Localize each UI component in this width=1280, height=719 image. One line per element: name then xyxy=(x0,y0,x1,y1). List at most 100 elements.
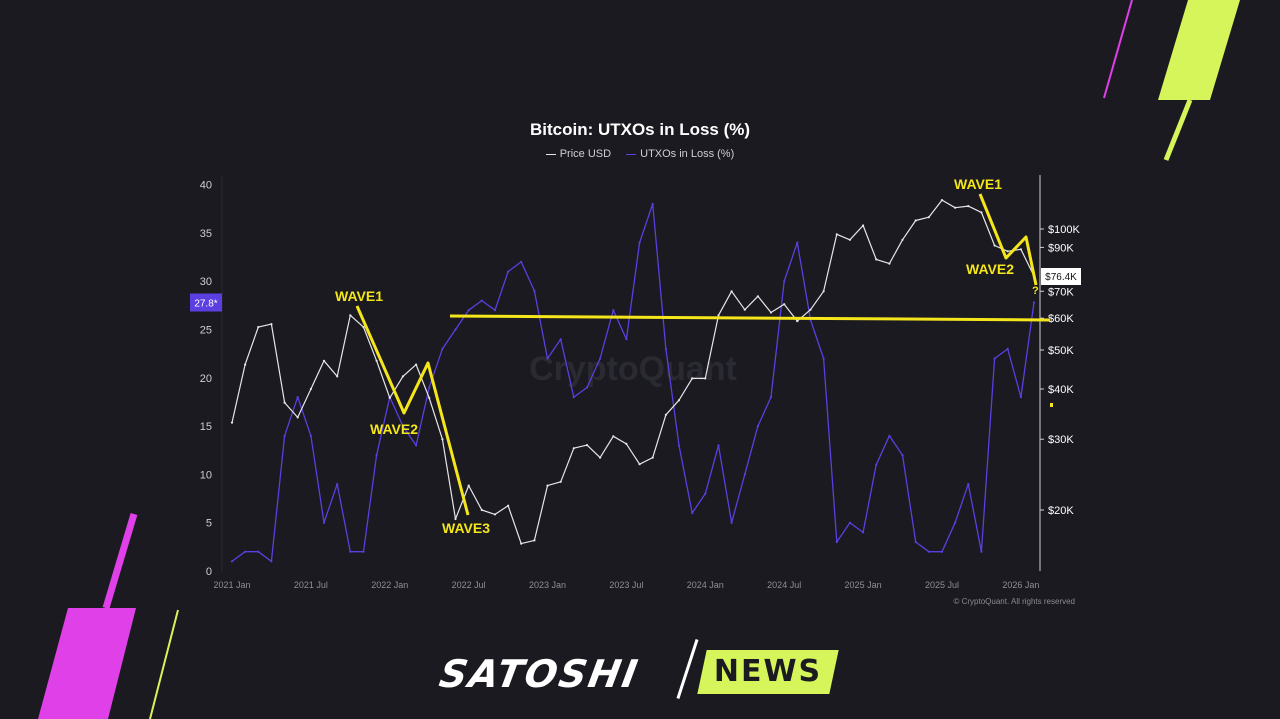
copyright: © CryptoQuant. All rights reserved xyxy=(954,597,1076,606)
data-point xyxy=(467,309,470,312)
left-axis: 0 5 10 15 20 25 30 35 40 xyxy=(200,180,212,578)
x-tick-label: 2024 Jul xyxy=(767,580,801,590)
data-point xyxy=(783,280,786,283)
data-point xyxy=(704,377,707,380)
data-point xyxy=(467,484,470,487)
x-tick-label: 2021 Jan xyxy=(213,580,250,590)
decor-lime-line xyxy=(1163,99,1193,161)
data-point xyxy=(638,463,641,466)
wave-label: WAVE2 xyxy=(966,261,1014,277)
left-tick-label: 0 xyxy=(206,566,212,578)
legend: Price USD UTXOs in Loss (%) xyxy=(440,148,840,160)
right-tick-label: $40K xyxy=(1048,384,1074,396)
data-point xyxy=(283,434,286,437)
data-point xyxy=(546,484,549,487)
data-point xyxy=(270,560,273,563)
data-point xyxy=(585,386,589,389)
data-point xyxy=(927,216,930,219)
left-tick-label: 25 xyxy=(200,325,212,337)
wave-path-2022 xyxy=(355,305,470,516)
left-tick-label: 35 xyxy=(200,228,212,240)
data-point xyxy=(428,396,431,399)
wave-path-2025 xyxy=(978,193,1038,286)
data-point xyxy=(677,444,681,447)
data-point xyxy=(493,513,497,516)
data-point xyxy=(244,550,247,553)
data-point xyxy=(257,550,260,553)
data-point xyxy=(546,357,549,360)
data-point xyxy=(980,211,983,214)
data-point xyxy=(230,560,234,563)
data-point xyxy=(572,447,575,450)
data-point xyxy=(756,425,760,428)
wave-label: WAVE3 xyxy=(442,520,490,536)
data-point xyxy=(507,504,510,507)
data-point xyxy=(428,386,431,389)
watermark: CryptoQuant xyxy=(529,350,737,388)
left-tick-label: 5 xyxy=(206,518,212,530)
current-price-tag-bg xyxy=(1041,267,1081,285)
data-point xyxy=(993,244,996,247)
data-point xyxy=(322,521,326,524)
legend-swatch-loss xyxy=(626,153,637,155)
left-tick-label: 10 xyxy=(200,469,212,481)
support-line xyxy=(449,314,1051,322)
legend-label-loss: UTXOs in Loss (%) xyxy=(640,148,735,160)
data-point xyxy=(362,550,365,553)
legend-item-loss[interactable]: UTXOs in Loss (%) xyxy=(626,148,734,160)
data-point xyxy=(691,377,694,380)
data-point xyxy=(914,219,917,222)
decor-magenta-block xyxy=(38,608,136,719)
data-point xyxy=(480,299,483,302)
annotation-dot xyxy=(1050,403,1053,407)
legend-label-price: Price USD xyxy=(559,148,612,160)
data-point xyxy=(415,363,418,366)
x-tick-label: 2024 Jan xyxy=(687,580,724,590)
data-point xyxy=(954,206,957,209)
data-point xyxy=(441,347,444,350)
data-point xyxy=(888,262,891,265)
decorative-shapes xyxy=(38,0,1240,719)
data-point xyxy=(704,492,707,495)
data-point xyxy=(967,483,970,486)
data-point xyxy=(244,363,247,366)
data-point xyxy=(283,401,286,404)
data-point xyxy=(336,483,339,486)
data-point xyxy=(1032,301,1036,304)
data-point xyxy=(454,517,457,521)
data-point xyxy=(585,444,589,447)
data-point xyxy=(520,260,523,263)
data-point xyxy=(835,233,838,236)
data-point xyxy=(322,359,326,362)
x-tick-label: 2023 Jan xyxy=(529,580,566,590)
data-point xyxy=(914,540,917,544)
data-point xyxy=(454,328,457,331)
data-point xyxy=(375,359,378,362)
legend-swatch-price xyxy=(545,153,556,155)
decor-magenta-wick xyxy=(102,513,138,609)
data-point xyxy=(848,238,852,241)
data-point xyxy=(677,399,681,402)
data-point xyxy=(599,456,602,459)
data-point xyxy=(954,521,957,524)
data-point xyxy=(769,396,773,399)
data-point xyxy=(651,456,654,459)
chart-title: Bitcoin: UTXOs in Loss (%) xyxy=(529,120,751,139)
data-point xyxy=(927,550,930,553)
right-tick-label: $20K xyxy=(1048,505,1074,517)
left-tick-label: 40 xyxy=(200,180,212,192)
data-point xyxy=(835,540,838,544)
data-point xyxy=(230,421,234,424)
data-point xyxy=(507,270,510,273)
data-point xyxy=(309,387,312,391)
series-line xyxy=(231,203,1035,562)
data-point xyxy=(296,416,299,419)
data-point xyxy=(388,396,391,399)
data-point xyxy=(415,444,418,447)
data-point xyxy=(533,289,536,292)
legend-item-price[interactable]: Price USD xyxy=(545,148,612,160)
data-point xyxy=(822,290,825,293)
data-point xyxy=(441,438,444,441)
data-point xyxy=(717,444,720,447)
right-tick-label: $50K xyxy=(1048,345,1074,357)
